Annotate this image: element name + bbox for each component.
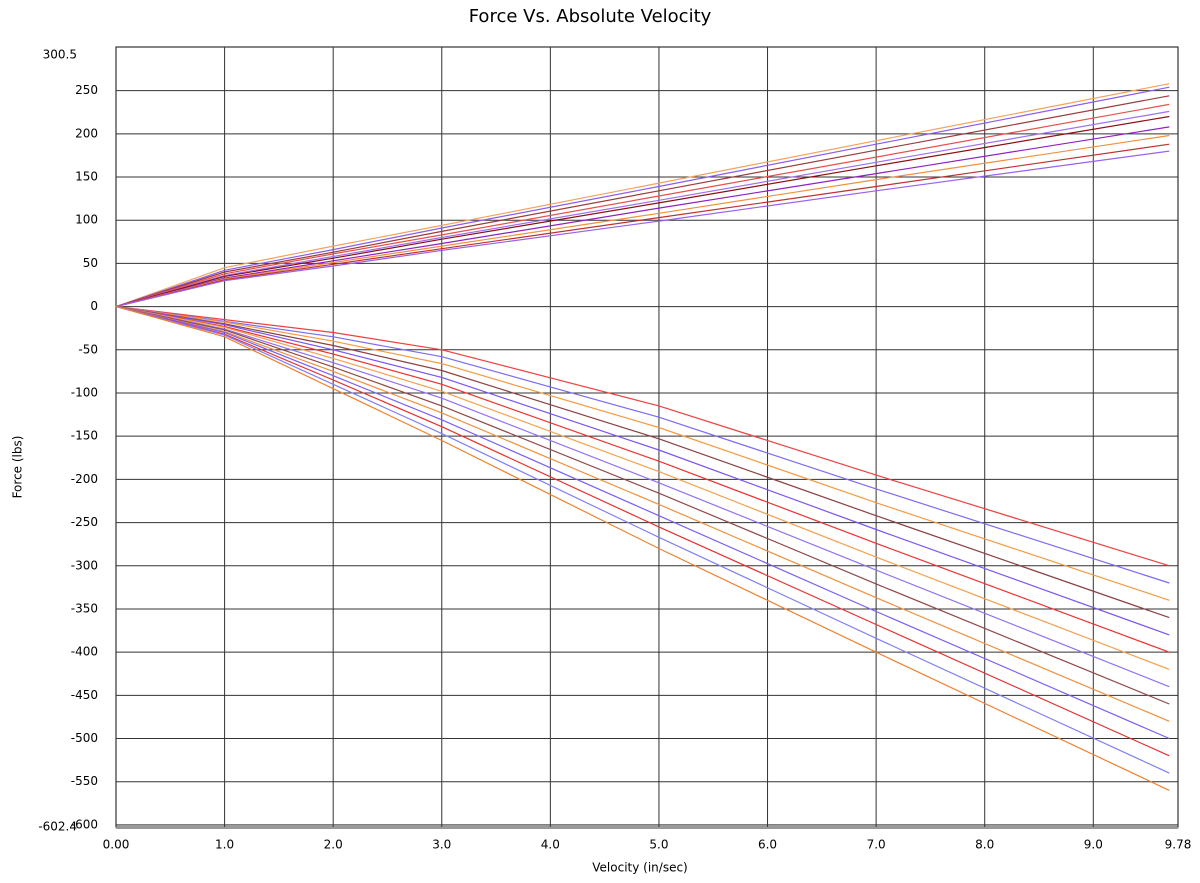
- y-tick-label: -200: [71, 472, 98, 486]
- x-tick-label: 2.0: [324, 838, 343, 852]
- series-line: [115, 134, 1170, 308]
- series-line: [115, 95, 1170, 308]
- y-tick-label: -100: [71, 385, 98, 399]
- y-tick-label: 150: [75, 170, 98, 184]
- series-line: [115, 306, 1170, 653]
- series-line: [115, 306, 1170, 774]
- series-line: [115, 306, 1170, 705]
- y-tick-label: 300.5: [43, 48, 77, 62]
- y-tick-label: -500: [71, 731, 98, 745]
- series-line: [115, 306, 1170, 791]
- y-tick-label: 0: [90, 299, 98, 313]
- series-line: [115, 306, 1170, 601]
- series-line: [115, 306, 1170, 670]
- series-line: [115, 86, 1170, 308]
- y-tick-label: -300: [71, 558, 98, 572]
- y-tick-label: -250: [71, 515, 98, 529]
- x-tick-label: 7.0: [867, 838, 886, 852]
- series-line: [115, 306, 1170, 688]
- y-tick-label: -600: [71, 817, 98, 831]
- series-line: [115, 126, 1170, 308]
- y-axis-label: Force (lbs): [11, 436, 25, 499]
- series-line: [115, 306, 1170, 567]
- x-tick-label: 4.0: [541, 838, 560, 852]
- chart-title: Force Vs. Absolute Velocity: [469, 6, 712, 27]
- x-tick-label: 1.0: [215, 838, 234, 852]
- x-tick-label: 6.0: [758, 838, 777, 852]
- y-tick-label: 200: [75, 126, 98, 140]
- series-line: [115, 306, 1170, 636]
- x-tick-label: 8.0: [975, 838, 994, 852]
- y-tick-label: -350: [71, 601, 98, 615]
- x-tick-label: 5.0: [649, 838, 668, 852]
- x-tick-label: 3.0: [432, 838, 451, 852]
- series-line: [115, 306, 1170, 740]
- x-tick-label: 9.78: [1165, 838, 1192, 852]
- x-tick-label: 0.00: [103, 838, 130, 852]
- series-line: [115, 83, 1170, 308]
- y-tick-label: -400: [71, 645, 98, 659]
- y-tick-label: -50: [78, 342, 98, 356]
- y-tick-label: -602.4: [38, 820, 77, 834]
- series-line: [115, 103, 1170, 308]
- series-line: [115, 306, 1170, 619]
- y-tick-label: -450: [71, 688, 98, 702]
- y-tick-label: 50: [83, 256, 98, 270]
- y-tick-label: -550: [71, 774, 98, 788]
- x-axis-label: Velocity (in/sec): [592, 861, 687, 875]
- series-line: [115, 150, 1170, 308]
- series-line: [115, 110, 1170, 308]
- x-tick-label: 9.0: [1084, 838, 1103, 852]
- y-tick-label: -150: [71, 429, 98, 443]
- series-line: [115, 306, 1170, 722]
- series-line: [115, 143, 1170, 308]
- series-line: [115, 306, 1170, 584]
- y-tick-label: 250: [75, 83, 98, 97]
- plot-area: [115, 46, 1179, 828]
- y-tick-label: 100: [75, 213, 98, 227]
- series-line: [115, 306, 1170, 757]
- series-line: [115, 115, 1170, 308]
